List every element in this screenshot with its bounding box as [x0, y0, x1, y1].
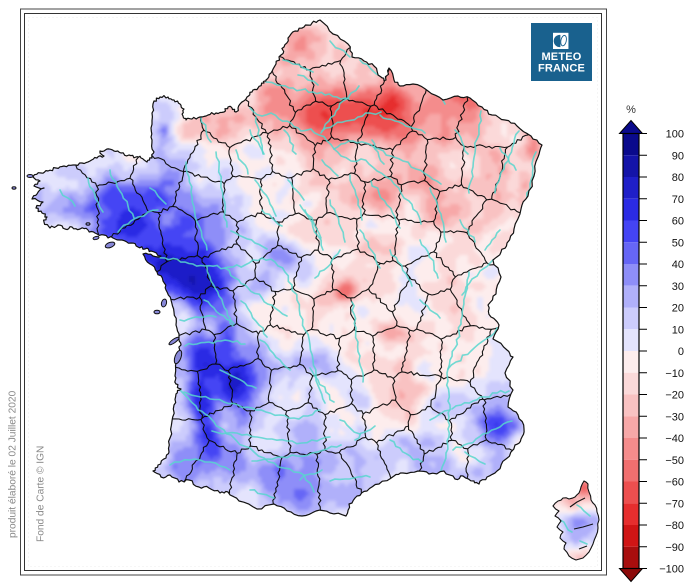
svg-text:0: 0: [678, 346, 684, 358]
svg-text:Fond de Carte © IGN: Fond de Carte © IGN: [36, 446, 47, 542]
svg-text:−90: −90: [665, 542, 684, 554]
svg-text:−60: −60: [665, 477, 684, 489]
svg-text:FRANCE: FRANCE: [538, 63, 585, 75]
svg-text:20: 20: [672, 303, 684, 315]
svg-text:−40: −40: [665, 433, 684, 445]
svg-text:30: 30: [672, 281, 684, 293]
svg-text:−10: −10: [665, 368, 684, 380]
svg-text:METEO: METEO: [541, 51, 581, 63]
svg-text:100: 100: [666, 129, 684, 141]
svg-text:−50: −50: [665, 455, 684, 467]
svg-text:−70: −70: [665, 498, 684, 510]
svg-text:80: 80: [672, 172, 684, 184]
svg-text:40: 40: [672, 259, 684, 271]
svg-text:produit élaboré le 02 Juillet: produit élaboré le 02 Juillet 2020: [8, 390, 19, 538]
svg-text:−30: −30: [665, 411, 684, 423]
svg-text:−80: −80: [665, 520, 684, 532]
svg-text:−20: −20: [665, 390, 684, 402]
svg-text:%: %: [626, 104, 636, 116]
svg-text:50: 50: [672, 237, 684, 249]
svg-text:10: 10: [672, 324, 684, 336]
svg-text:60: 60: [672, 216, 684, 228]
svg-text:−100: −100: [659, 564, 684, 576]
svg-text:70: 70: [672, 194, 684, 206]
svg-text:90: 90: [672, 150, 684, 162]
